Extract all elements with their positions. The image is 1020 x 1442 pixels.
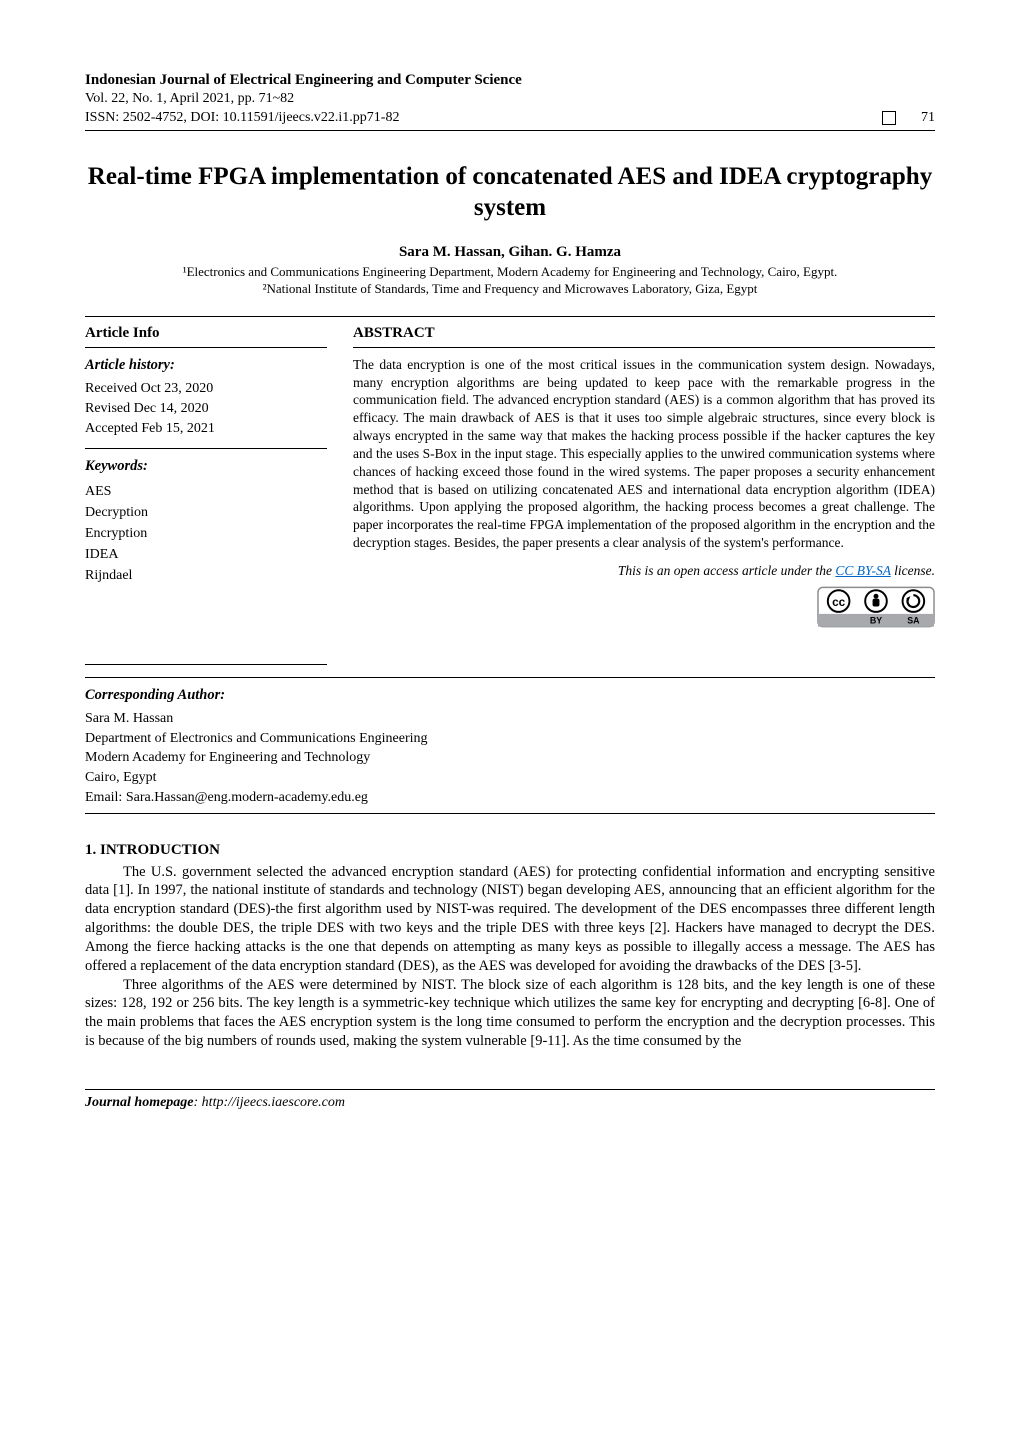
intro-para-1: The U.S. government selected the advance… [85,863,935,976]
keyword: Rijndael [85,565,327,586]
paper-title: Real-time FPGA implementation of concate… [85,161,935,224]
article-history-heading: Article history: [85,356,327,376]
divider [85,347,327,348]
journal-name: Indonesian Journal of Electrical Enginee… [85,70,935,90]
corr-name: Sara M. Hassan [85,709,935,729]
divider [85,813,935,814]
keyword: Decryption [85,502,327,523]
footer-url: : http://ijeecs.iaescore.com [194,1095,345,1110]
license-prefix: This is an open access article under the [618,563,835,578]
divider [85,316,935,317]
affiliation-2: ²National Institute of Standards, Time a… [85,281,935,298]
abstract-col: ABSTRACT The data encryption is one of t… [353,323,935,673]
svg-text:BY: BY [870,616,882,626]
journal-header: Indonesian Journal of Electrical Enginee… [85,70,935,131]
volume-line: Vol. 22, No. 1, April 2021, pp. 71~82 [85,90,935,109]
corresponding-heading: Corresponding Author: [85,686,935,706]
cc-by-sa-badge-icon[interactable]: cc BY SA [817,586,935,628]
divider [85,677,935,678]
issn-doi: ISSN: 2502-4752, DOI: 10.11591/ijeecs.v2… [85,109,399,128]
issn-row: ISSN: 2502-4752, DOI: 10.11591/ijeecs.v2… [85,109,935,131]
keyword: IDEA [85,544,327,565]
section-1-heading: 1. INTRODUCTION [85,840,935,860]
footer-left: Journal homepage: http://ijeecs.iaescore… [85,1094,345,1113]
article-info-col: Article Info Article history: Received O… [85,323,327,673]
keywords-heading: Keywords: [85,457,327,477]
divider [85,448,327,449]
license-line: This is an open access article under the… [353,562,935,580]
svg-text:SA: SA [907,616,920,626]
corr-org: Modern Academy for Engineering and Techn… [85,748,935,768]
keyword: Encryption [85,523,327,544]
cc-by-sa-link[interactable]: CC BY-SA [835,563,890,578]
authors: Sara M. Hassan, Gihan. G. Hamza [85,242,935,262]
svg-text:cc: cc [832,595,846,609]
keyword: AES [85,481,327,502]
received-date: Received Oct 23, 2020 [85,379,327,399]
cc-badge: cc BY SA [353,586,935,628]
divider [85,664,327,665]
info-abstract-row: Article Info Article history: Received O… [85,323,935,673]
corr-email: Email: Sara.Hassan@eng.modern-academy.ed… [85,788,935,808]
accepted-date: Accepted Feb 15, 2021 [85,419,327,439]
divider [353,347,935,348]
page-footer: Journal homepage: http://ijeecs.iaescore… [85,1089,935,1113]
abstract-text: The data encryption is one of the most c… [353,356,935,552]
page-number-group: 71 [882,109,936,128]
article-info-heading: Article Info [85,323,327,343]
page-number: 71 [921,110,935,125]
abstract-heading: ABSTRACT [353,323,935,343]
corr-dept: Department of Electronics and Communicat… [85,729,935,749]
intro-para-2: Three algorithms of the AES were determi… [85,976,935,1051]
footer-label: Journal homepage [85,1095,194,1110]
page-box-icon [882,111,896,125]
corr-city: Cairo, Egypt [85,768,935,788]
affiliation-1: ¹Electronics and Communications Engineer… [85,264,935,281]
revised-date: Revised Dec 14, 2020 [85,399,327,419]
license-suffix: license. [891,563,935,578]
